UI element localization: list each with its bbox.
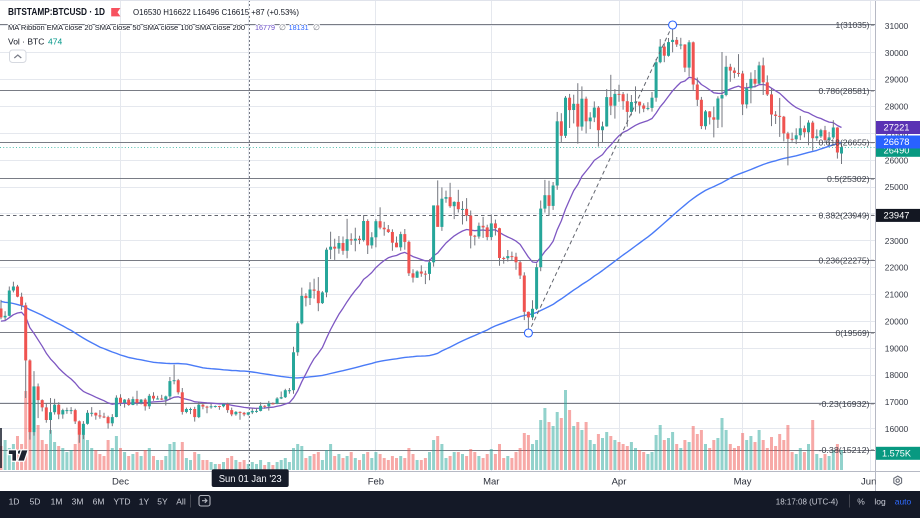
svg-text:25000: 25000 bbox=[885, 182, 909, 192]
svg-text:log: log bbox=[874, 497, 886, 507]
svg-text:Feb: Feb bbox=[368, 477, 384, 488]
svg-text:26000: 26000 bbox=[885, 155, 909, 165]
svg-text:-0.23(16932): -0.23(16932) bbox=[819, 399, 870, 409]
svg-text:16779: 16779 bbox=[255, 23, 275, 32]
svg-text:27221: 27221 bbox=[884, 123, 910, 133]
svg-text:∅: ∅ bbox=[313, 23, 320, 32]
svg-text:19000: 19000 bbox=[885, 343, 909, 353]
svg-text:21000: 21000 bbox=[885, 290, 909, 300]
svg-text:BITSTAMP:BTCUSD · 1D: BITSTAMP:BTCUSD · 1D bbox=[8, 7, 105, 18]
svg-text:17000: 17000 bbox=[885, 397, 909, 407]
svg-text:YTD: YTD bbox=[114, 497, 131, 507]
svg-text:18131: 18131 bbox=[289, 23, 309, 32]
svg-text:20000: 20000 bbox=[885, 316, 909, 326]
svg-text:30000: 30000 bbox=[885, 48, 909, 58]
svg-text:474: 474 bbox=[48, 37, 62, 47]
svg-text:All: All bbox=[176, 497, 186, 507]
svg-text:0.786(28581): 0.786(28581) bbox=[819, 86, 870, 96]
svg-text:23947: 23947 bbox=[884, 210, 910, 220]
svg-text:0.618(26655): 0.618(26655) bbox=[819, 138, 870, 148]
svg-text:31000: 31000 bbox=[885, 21, 909, 31]
svg-text:28000: 28000 bbox=[885, 102, 909, 112]
svg-text:MA Ribbon EMA close 20 SMA clo: MA Ribbon EMA close 20 SMA close 50 SMA … bbox=[8, 23, 245, 32]
svg-text:∅: ∅ bbox=[279, 23, 286, 32]
svg-text:6M: 6M bbox=[93, 497, 105, 507]
svg-text:Sun 01 Jan '23: Sun 01 Jan '23 bbox=[219, 473, 282, 485]
svg-text:Jun: Jun bbox=[861, 477, 876, 488]
svg-text:-0.38(15212): -0.38(15212) bbox=[819, 445, 870, 455]
svg-text:1.575K: 1.575K bbox=[882, 448, 911, 458]
svg-text:29000: 29000 bbox=[885, 75, 909, 85]
svg-text:%: % bbox=[857, 497, 865, 507]
svg-text:Mar: Mar bbox=[483, 477, 499, 488]
svg-text:26678: 26678 bbox=[884, 137, 910, 147]
svg-text:May: May bbox=[734, 477, 752, 488]
svg-text:16000: 16000 bbox=[885, 424, 909, 434]
svg-text:1D: 1D bbox=[9, 497, 20, 507]
svg-text:1(31035): 1(31035) bbox=[836, 20, 870, 30]
svg-text:Dec: Dec bbox=[112, 477, 129, 488]
svg-text:18:17:08 (UTC-4): 18:17:08 (UTC-4) bbox=[776, 498, 839, 507]
svg-text:auto: auto bbox=[895, 497, 912, 507]
svg-text:18000: 18000 bbox=[885, 370, 909, 380]
svg-text:23000: 23000 bbox=[885, 236, 909, 246]
svg-text:Vol · BTC: Vol · BTC bbox=[8, 37, 44, 47]
svg-text:26490: 26490 bbox=[884, 145, 910, 155]
svg-text:Apr: Apr bbox=[612, 477, 627, 488]
svg-text:3M: 3M bbox=[72, 497, 84, 507]
svg-text:1Y: 1Y bbox=[139, 497, 150, 507]
svg-text:1M: 1M bbox=[51, 497, 63, 507]
svg-text:5D: 5D bbox=[30, 497, 41, 507]
svg-text:0.5(25302): 0.5(25302) bbox=[827, 174, 870, 184]
svg-text:O16530 H16622 L16496 C16615 +8: O16530 H16622 L16496 C16615 +87 (+0.53%) bbox=[133, 8, 299, 17]
svg-text:22000: 22000 bbox=[885, 263, 909, 273]
svg-text:5Y: 5Y bbox=[157, 497, 168, 507]
svg-text:0(19569): 0(19569) bbox=[836, 328, 870, 338]
svg-text:0.236(22275): 0.236(22275) bbox=[819, 255, 870, 265]
svg-text:0.382(23949): 0.382(23949) bbox=[819, 210, 870, 220]
